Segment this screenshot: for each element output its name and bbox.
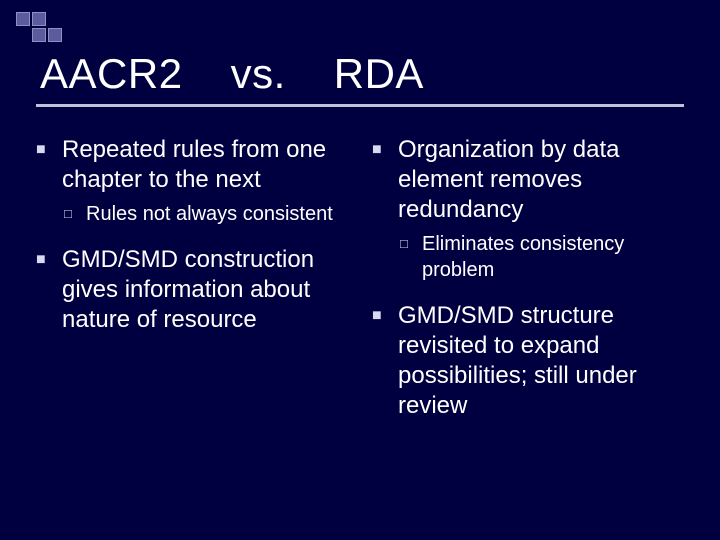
title-left: AACR2 [40, 50, 183, 98]
list-item: ■ Repeated rules from one chapter to the… [36, 135, 348, 195]
corner-decoration [16, 12, 62, 42]
left-column: ■ Repeated rules from one chapter to the… [36, 135, 348, 427]
list-item: ■ Organization by data element removes r… [372, 135, 684, 225]
title-right: RDA [334, 50, 424, 98]
square-bullet-icon: ■ [372, 301, 398, 421]
list-item: ■ GMD/SMD construction gives information… [36, 245, 348, 335]
title-underline [36, 104, 684, 107]
list-item: ■ GMD/SMD structure revisited to expand … [372, 301, 684, 421]
square-bullet-icon: ■ [372, 135, 398, 225]
hollow-square-bullet-icon: □ [400, 231, 422, 283]
bullet-text: Rules not always consistent [86, 201, 333, 227]
bullet-text: GMD/SMD construction gives information a… [62, 245, 348, 335]
slide: AACR2 vs. RDA ■ Repeated rules from one … [0, 0, 720, 447]
right-column: ■ Organization by data element removes r… [372, 135, 684, 427]
square-bullet-icon: ■ [36, 135, 62, 195]
bullet-text: GMD/SMD structure revisited to expand po… [398, 301, 684, 421]
bullet-text: Eliminates consistency problem [422, 231, 684, 283]
content-columns: ■ Repeated rules from one chapter to the… [36, 135, 684, 427]
bullet-text: Organization by data element removes red… [398, 135, 684, 225]
hollow-square-bullet-icon: □ [64, 201, 86, 227]
title-vs: vs. [231, 50, 286, 98]
slide-title: AACR2 vs. RDA [36, 50, 684, 98]
list-subitem: □ Rules not always consistent [64, 201, 348, 227]
bullet-text: Repeated rules from one chapter to the n… [62, 135, 348, 195]
square-bullet-icon: ■ [36, 245, 62, 335]
list-subitem: □ Eliminates consistency problem [400, 231, 684, 283]
